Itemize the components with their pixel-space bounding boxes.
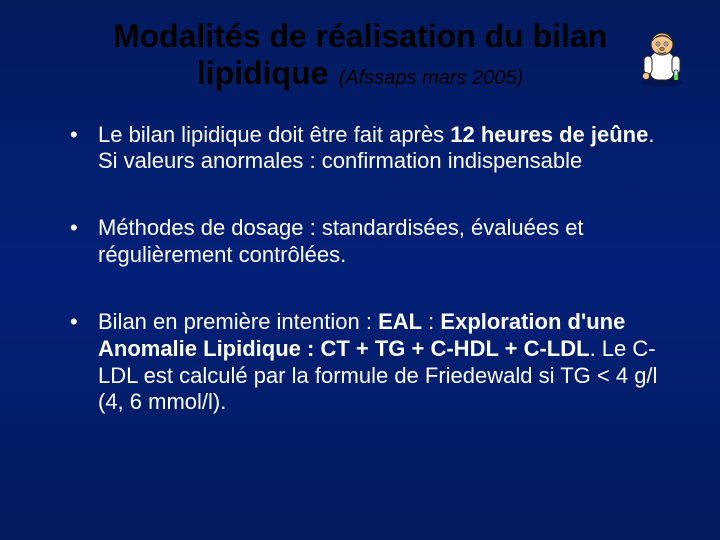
bullet-3-pre: Bilan en première intention : (98, 309, 378, 334)
title-line-2: lipidique (197, 55, 329, 91)
bullet-2-text: Méthodes de dosage : standardisées, éval… (98, 215, 584, 267)
bullet-3-mid: : (422, 309, 440, 334)
bullet-item-2: Méthodes de dosage : standardisées, éval… (70, 215, 662, 269)
title-block: Modalités de réalisation du bilan lipidi… (40, 18, 680, 92)
bullet-list: Le bilan lipidique doit être fait après … (70, 122, 662, 417)
title-subtitle: (Afssaps mars 2005) (339, 67, 524, 89)
bullet-3-bold1: EAL (378, 309, 422, 334)
bullet-item-3: Bilan en première intention : EAL : Expl… (70, 309, 662, 416)
scientist-icon (632, 28, 692, 88)
title-line-1: Modalités de réalisation du bilan (50, 18, 670, 55)
bullet-1-bold: 12 heures de jeûne (450, 122, 648, 147)
title-line-2-wrap: lipidique (Afssaps mars 2005) (50, 55, 670, 92)
slide: Modalités de réalisation du bilan lipidi… (0, 0, 720, 540)
bullet-1-pre: Le bilan lipidique doit être fait après (98, 122, 450, 147)
bullet-item-1: Le bilan lipidique doit être fait après … (70, 122, 662, 176)
